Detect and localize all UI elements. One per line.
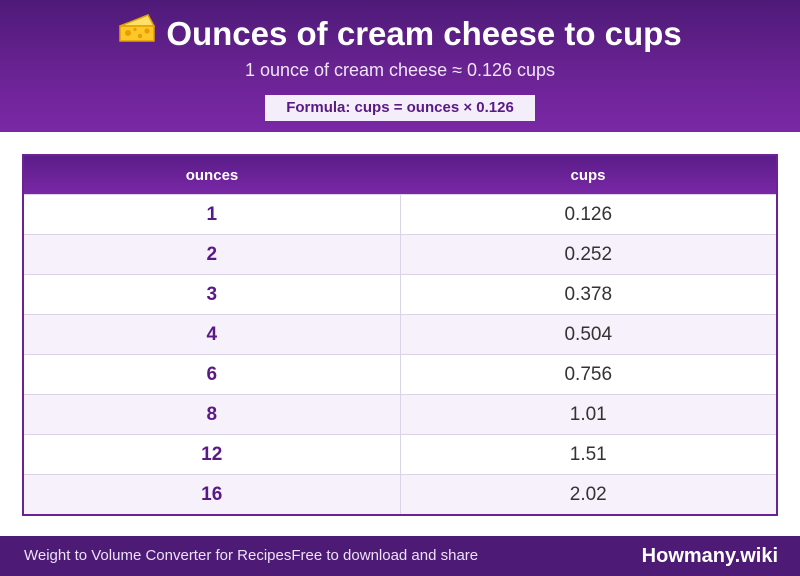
page-title: Ounces of cream cheese to cups — [166, 15, 682, 52]
header-banner: Ounces of cream cheese to cups 1 ounce o… — [0, 0, 800, 132]
footer-bar: Weight to Volume Converter for RecipesFr… — [0, 536, 800, 576]
cups-cell: 2.02 — [400, 474, 776, 514]
cups-cell: 0.126 — [400, 194, 776, 235]
ounces-cell: 1 — [24, 194, 401, 235]
conversion-table: ounces cups 1 0.126 2 0.252 3 0.378 4 0.… — [24, 156, 776, 514]
page-subtitle: 1 ounce of cream cheese ≈ 0.126 cups — [244, 60, 556, 80]
table-row: 1 0.126 — [24, 194, 776, 235]
cups-cell: 0.378 — [400, 274, 776, 315]
table-row: 4 0.504 — [24, 314, 776, 355]
ounces-cell: 12 — [24, 434, 401, 475]
column-header-cups: cups — [400, 156, 776, 195]
conversion-table-container: ounces cups 1 0.126 2 0.252 3 0.378 4 0.… — [22, 154, 778, 516]
cups-cell: 0.504 — [400, 314, 776, 355]
footer-share-note: Free to download and share — [291, 547, 479, 564]
cups-cell: 1.01 — [400, 394, 776, 435]
table-row: 12 1.51 — [24, 434, 776, 475]
cheese-icon — [118, 11, 156, 55]
table-row: 6 0.756 — [24, 354, 776, 395]
brand-logo-text[interactable]: Howmany.wiki — [641, 545, 778, 567]
ounces-cell: 16 — [24, 474, 401, 514]
table-header-row: ounces cups — [24, 156, 776, 195]
ounces-cell: 4 — [24, 314, 401, 355]
ounces-cell: 6 — [24, 354, 401, 395]
footer-description: Weight to Volume Converter for RecipesFr… — [24, 536, 478, 576]
ounces-cell: 8 — [24, 394, 401, 435]
formula-badge: Formula: cups = ounces × 0.126 — [265, 95, 535, 121]
cups-cell: 1.51 — [400, 434, 776, 475]
ounces-cell: 3 — [24, 274, 401, 315]
cups-cell: 0.756 — [400, 354, 776, 395]
ounces-cell: 2 — [24, 234, 401, 275]
footer-converter-name: Weight to Volume Converter for Recipes — [24, 547, 292, 564]
table-row: 2 0.252 — [24, 234, 776, 275]
table-row: 8 1.01 — [24, 394, 776, 435]
page-title-row: Ounces of cream cheese to cups — [0, 12, 800, 58]
column-header-ounces: ounces — [24, 156, 400, 195]
cups-cell: 0.252 — [400, 234, 776, 275]
table-row: 3 0.378 — [24, 274, 776, 315]
table-row: 16 2.02 — [24, 474, 776, 514]
